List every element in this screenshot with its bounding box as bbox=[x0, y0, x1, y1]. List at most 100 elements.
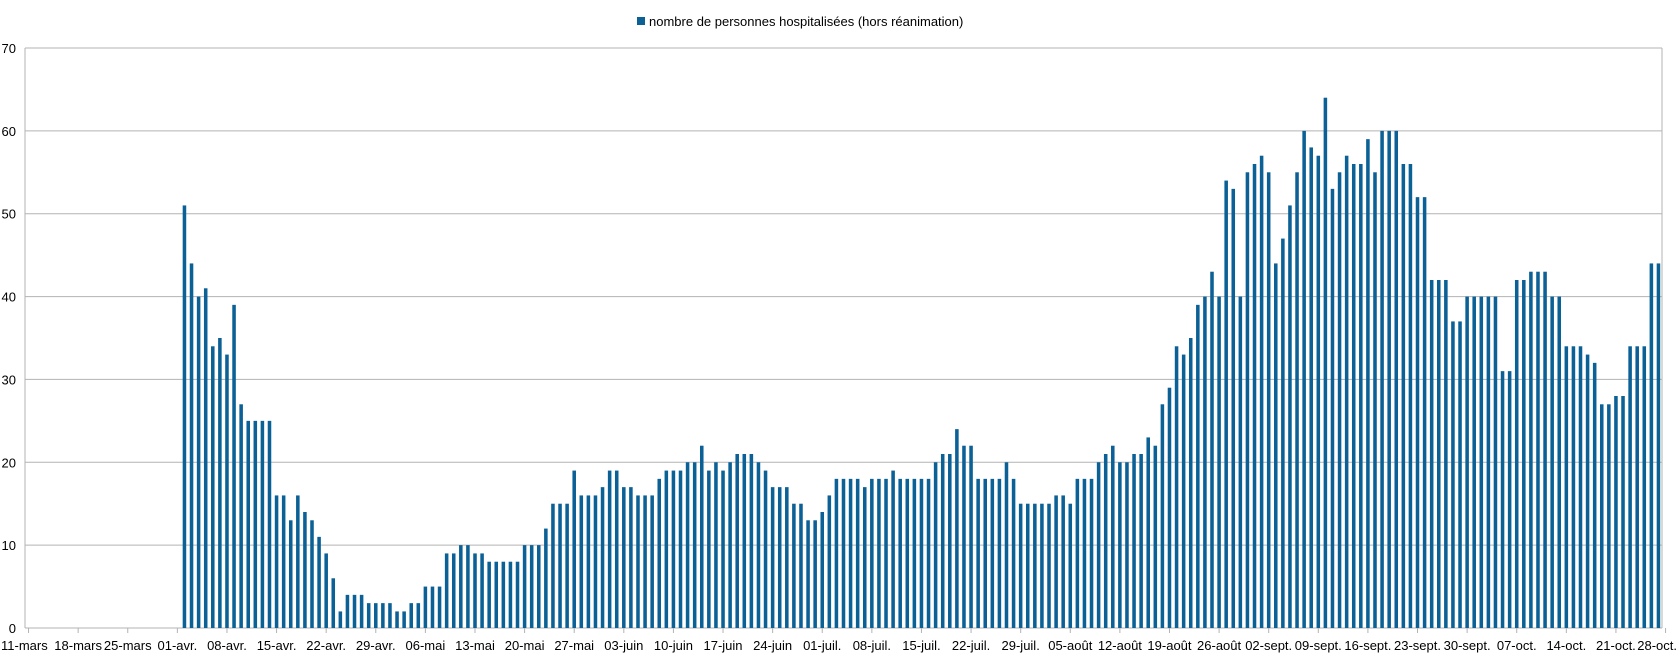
bar bbox=[331, 578, 336, 628]
bar bbox=[1118, 462, 1122, 628]
bar bbox=[515, 561, 520, 628]
bar bbox=[841, 478, 846, 628]
bar bbox=[912, 478, 917, 628]
bar bbox=[976, 478, 980, 628]
bar bbox=[820, 512, 825, 628]
bar bbox=[388, 603, 392, 628]
bar bbox=[1302, 130, 1306, 629]
bar bbox=[1103, 454, 1108, 628]
bar bbox=[1231, 188, 1236, 629]
bar bbox=[1033, 503, 1037, 628]
bar bbox=[1373, 172, 1377, 629]
bar bbox=[671, 470, 676, 628]
bar bbox=[267, 420, 272, 628]
bar bbox=[537, 545, 541, 628]
bar bbox=[501, 561, 506, 628]
bar bbox=[1054, 495, 1058, 628]
bar bbox=[1238, 296, 1243, 628]
bar bbox=[785, 487, 789, 628]
bar bbox=[1578, 346, 1583, 628]
bar bbox=[1401, 164, 1406, 628]
bar bbox=[303, 512, 307, 628]
bar bbox=[685, 462, 690, 628]
bar bbox=[763, 470, 768, 628]
bar bbox=[1479, 296, 1484, 628]
x-tick-label: 20-mai bbox=[505, 638, 545, 653]
bar bbox=[1040, 503, 1044, 628]
bar bbox=[1415, 197, 1420, 628]
bar bbox=[1351, 164, 1356, 628]
bar bbox=[1082, 478, 1087, 628]
x-tick-label: 23-sept. bbox=[1394, 638, 1441, 653]
bar bbox=[423, 586, 428, 628]
bar bbox=[678, 470, 683, 628]
bar bbox=[572, 470, 576, 628]
bar bbox=[792, 503, 796, 628]
x-tick-label: 29-juil. bbox=[1002, 638, 1040, 653]
bar bbox=[643, 495, 647, 628]
bar bbox=[1068, 503, 1073, 628]
bar bbox=[494, 561, 499, 628]
bar bbox=[1323, 97, 1328, 628]
bar bbox=[1203, 296, 1207, 628]
bar bbox=[1018, 503, 1023, 628]
bar bbox=[742, 454, 747, 628]
x-tick-label: 28-oct. bbox=[1637, 638, 1677, 653]
bar bbox=[1642, 346, 1647, 628]
x-tick-label: 15-juil. bbox=[902, 638, 940, 653]
bar bbox=[239, 404, 243, 628]
bar bbox=[1075, 478, 1080, 628]
bar bbox=[402, 611, 406, 628]
x-axis: 11-mars 18-mars 25-mars 01-avr. 08-avr. 15-av… bbox=[1, 628, 1677, 653]
bar bbox=[848, 478, 853, 628]
bar bbox=[522, 545, 527, 628]
y-tick-label: 30 bbox=[2, 372, 16, 387]
bar bbox=[714, 462, 718, 628]
bar bbox=[721, 470, 725, 628]
bar bbox=[707, 470, 711, 628]
bar bbox=[211, 346, 215, 628]
bar bbox=[1458, 321, 1462, 628]
bar bbox=[614, 470, 619, 628]
bar bbox=[1330, 188, 1335, 629]
bar bbox=[834, 478, 839, 628]
x-tick-label: 27-mai bbox=[554, 638, 594, 653]
bar bbox=[1146, 437, 1150, 628]
bar bbox=[1252, 164, 1257, 628]
bar bbox=[1465, 296, 1469, 628]
bar bbox=[870, 478, 874, 628]
bar bbox=[1061, 495, 1065, 628]
bar bbox=[1281, 238, 1285, 628]
x-tick-label: 26-août bbox=[1197, 638, 1241, 653]
bar bbox=[551, 503, 555, 628]
x-tick-label: 10-juin bbox=[654, 638, 693, 653]
bar bbox=[544, 528, 548, 628]
bar bbox=[1344, 155, 1349, 628]
x-tick-label: 14-oct. bbox=[1546, 638, 1586, 653]
bar bbox=[777, 487, 782, 628]
x-tick-label: 11-mars bbox=[1, 638, 48, 653]
bar bbox=[324, 553, 328, 628]
x-tick-label: 03-juin bbox=[604, 638, 643, 653]
bar bbox=[1486, 296, 1491, 628]
bar bbox=[203, 288, 208, 628]
bar bbox=[1174, 346, 1179, 628]
x-tick-label: 21-oct. bbox=[1596, 638, 1636, 653]
bar bbox=[855, 478, 860, 628]
bar bbox=[529, 545, 534, 628]
bar bbox=[395, 611, 399, 628]
x-tick-label: 12-août bbox=[1098, 638, 1142, 653]
bar bbox=[253, 420, 258, 628]
x-tick-label: 30-sept. bbox=[1444, 638, 1491, 653]
bar bbox=[636, 495, 640, 628]
bar bbox=[607, 470, 612, 628]
y-tick-label: 50 bbox=[2, 207, 16, 222]
bar bbox=[586, 495, 591, 628]
bar bbox=[877, 478, 881, 628]
bar bbox=[1359, 164, 1363, 628]
bar bbox=[997, 478, 1002, 628]
bar bbox=[1522, 280, 1526, 628]
bar bbox=[1217, 296, 1221, 628]
bar bbox=[1089, 478, 1094, 628]
bar bbox=[735, 454, 739, 628]
